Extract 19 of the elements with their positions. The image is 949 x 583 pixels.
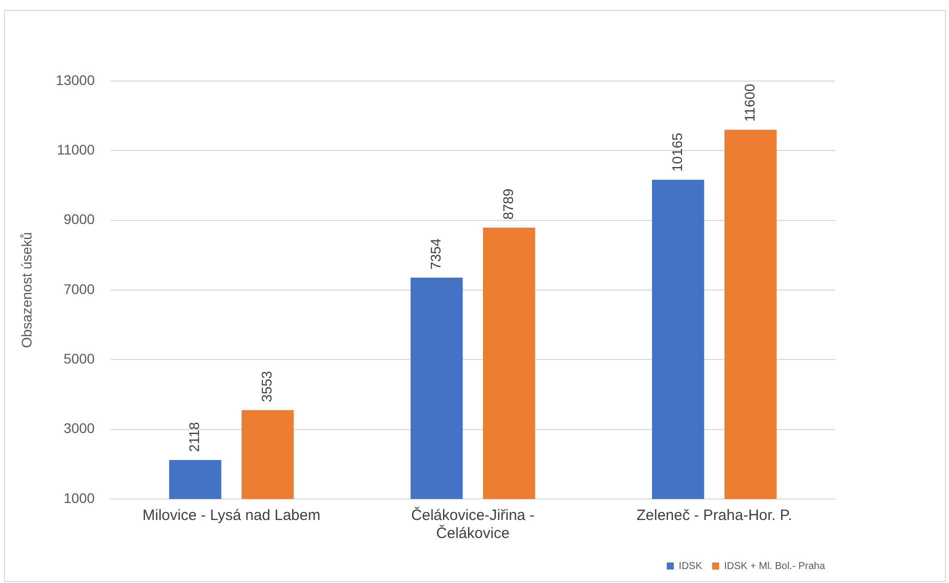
y-axis-title: Obsazenost úseků bbox=[18, 232, 34, 348]
data-label: 3553 bbox=[258, 370, 275, 402]
y-tick-label: 7000 bbox=[64, 280, 95, 297]
legend-label: IDSK bbox=[678, 560, 702, 572]
x-tick-label: Čelákovice-Jiřina - Čelákovice bbox=[411, 506, 535, 542]
data-label: 7354 bbox=[428, 238, 444, 270]
data-label: 2118 bbox=[186, 422, 202, 452]
legend-label: IDSK + Ml. Bol.- Praha bbox=[724, 560, 826, 572]
data-label: 8789 bbox=[500, 188, 516, 220]
y-tick-label: 11000 bbox=[56, 142, 95, 158]
data-label: 10165 bbox=[668, 132, 685, 172]
y-tick-label: 9000 bbox=[64, 211, 95, 228]
x-tick-label: Milovice - Lysá nad Labem bbox=[142, 507, 320, 524]
y-tick-label: 3000 bbox=[64, 420, 95, 436]
y-tick-label: 1000 bbox=[64, 490, 95, 506]
y-tick-label: 13000 bbox=[56, 72, 95, 88]
data-label: 11600 bbox=[741, 84, 758, 122]
y-tick-label: 5000 bbox=[64, 350, 95, 367]
x-tick-label: Zeleneč - Praha-Hor. P. bbox=[636, 507, 792, 524]
